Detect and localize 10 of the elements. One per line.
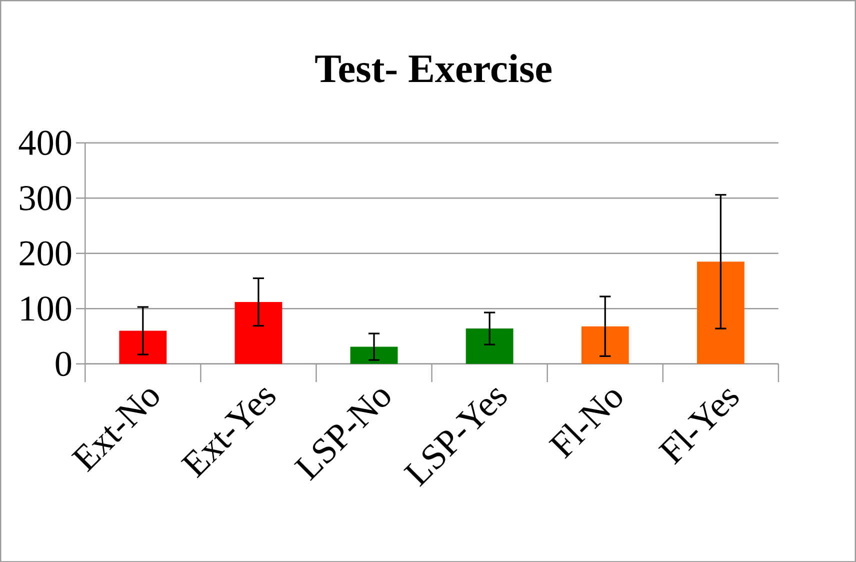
bar	[119, 330, 167, 364]
chart-title: Test- Exercise	[315, 54, 552, 82]
bar	[234, 302, 282, 364]
y-tick-label: 100	[21, 296, 72, 321]
y-tick-label: 200	[20, 241, 72, 266]
bar	[466, 328, 514, 364]
y-tick-label: 400	[18, 130, 72, 155]
bar	[350, 346, 398, 364]
y-tick-label: 0	[56, 352, 72, 376]
y-tick-label: 300	[20, 186, 72, 210]
